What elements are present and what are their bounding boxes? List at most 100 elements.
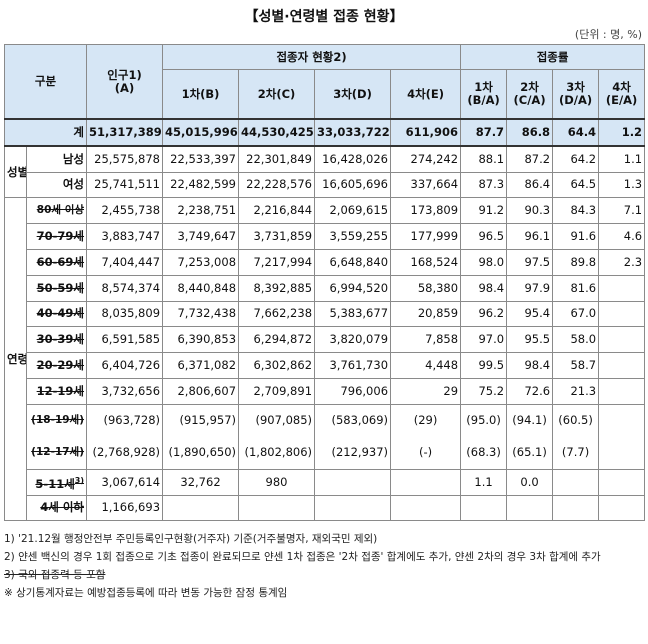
row-label: 40-49세	[25, 300, 88, 328]
header-vaccinated-group: 접종자 현황2)	[162, 44, 462, 70]
cell-rate4	[598, 436, 646, 470]
cell-dose2: 980	[238, 468, 316, 496]
cell-rate4: 4.6	[598, 223, 646, 250]
cell-rate4	[598, 352, 646, 379]
cell-population: 25,575,878	[86, 145, 164, 173]
cell-dose1: 8,440,848	[162, 274, 240, 302]
unit-label: (단위 : 명, %)	[574, 28, 642, 41]
cell-rate3: 84.3	[552, 197, 600, 225]
row-label: 70-79세	[25, 223, 88, 250]
row-label: 80세 이상	[25, 197, 88, 225]
cell-dose4: 4,448	[390, 352, 462, 379]
footnotes: 1) '21.12월 행정안전부 주민등록인구현황(거주자) 기준(거주불명자,…	[4, 530, 644, 602]
cell-rate1: 91.2	[460, 197, 508, 225]
cell-population: (2,768,928)	[86, 436, 164, 470]
cell-dose1: 7,732,438	[162, 300, 240, 328]
header-dose3: 3차(D)	[314, 69, 392, 120]
cell-dose2: 3,731,859	[238, 223, 316, 250]
cell-dose4: 168,524	[390, 248, 462, 276]
cell-dose1: 45,015,996	[162, 118, 240, 147]
row-label: (18-19세)	[25, 403, 88, 437]
cell-dose2: 8,392,885	[238, 274, 316, 302]
cell-dose3: 16,428,026	[314, 145, 392, 173]
row-label: (12-17세)	[25, 436, 88, 470]
cell-rate1: (95.0)	[460, 403, 508, 437]
cell-dose3: 16,605,696	[314, 171, 392, 199]
table-row-female: 여성 25,741,511 22,482,599 22,228,576 16,6…	[5, 171, 646, 199]
cell-population: 7,404,447	[86, 248, 164, 276]
row-label: 계	[3, 118, 88, 147]
cell-rate1: 1.1	[460, 468, 508, 496]
cell-population: (963,728)	[86, 403, 164, 437]
footnote-4: ※ 상기통계자료는 예방접종등록에 따라 변동 가능한 잠정 통계임	[4, 587, 288, 599]
cell-dose3: 3,559,255	[314, 223, 392, 250]
cell-dose3: 2,069,615	[314, 197, 392, 225]
cell-dose3: (583,069)	[314, 403, 392, 437]
cell-rate3	[552, 494, 600, 522]
cell-rate2	[506, 494, 554, 522]
cell-dose1: 3,749,647	[162, 223, 240, 250]
cell-rate2: 90.3	[506, 197, 554, 225]
cell-population: 2,455,738	[86, 197, 164, 225]
cell-dose3: 6,648,840	[314, 248, 392, 276]
table-row-age-12-17: (12-17세) (2,768,928) (1,890,650) (1,802,…	[5, 436, 646, 470]
cell-rate1: 97.0	[460, 326, 508, 354]
cell-dose2	[238, 494, 316, 522]
table-row-age-20: 20-29세 6,404,726 6,371,082 6,302,862 3,7…	[5, 352, 646, 379]
cell-dose1: 22,533,397	[162, 145, 240, 173]
table-row-total: 계 51,317,389 45,015,996 44,530,425 33,03…	[3, 118, 646, 147]
cell-dose4: 20,859	[390, 300, 462, 328]
cell-dose4: 611,906	[390, 118, 462, 147]
cell-rate3: 21.3	[552, 377, 600, 405]
cell-dose1	[162, 494, 240, 522]
group-label-age: 연령	[4, 197, 27, 522]
row-label: 여성	[25, 171, 88, 199]
row-label: 4세 이하	[25, 494, 88, 522]
cell-dose4: (-)	[390, 436, 462, 470]
header-population: 인구1) (A)	[86, 44, 164, 120]
cell-rate1: (68.3)	[460, 436, 508, 470]
cell-dose1: (1,890,650)	[162, 436, 240, 470]
cell-population: 8,574,374	[86, 274, 164, 302]
cell-rate4: 1.2	[598, 118, 646, 147]
footnote-3: 3) 국외 접종력 등 포함	[4, 569, 106, 581]
cell-population: 6,404,726	[86, 352, 164, 379]
cell-dose3: 6,994,520	[314, 274, 392, 302]
table-row-age-40: 40-49세 8,035,809 7,732,438 7,662,238 5,3…	[5, 300, 646, 328]
cell-dose4: 58,380	[390, 274, 462, 302]
cell-rate3: (60.5)	[552, 403, 600, 437]
cell-dose4: 337,664	[390, 171, 462, 199]
table-row-male: 성별 남성 25,575,878 22,533,397 22,301,849 1…	[4, 145, 646, 199]
header-dose2: 2차(C)	[238, 69, 316, 120]
header-dose4: 4차(E)	[390, 69, 462, 120]
cell-dose2: (907,085)	[238, 403, 316, 437]
cell-dose1: (915,957)	[162, 403, 240, 437]
header-rate-group: 접종률	[460, 44, 646, 70]
footnote-1: 1) '21.12월 행정안전부 주민등록인구현황(거주자) 기준(거주불명자,…	[4, 533, 378, 545]
cell-rate4	[598, 274, 646, 302]
cell-rate1: 96.5	[460, 223, 508, 250]
cell-dose2: 6,294,872	[238, 326, 316, 354]
cell-rate2: 96.1	[506, 223, 554, 250]
cell-population: 25,741,511	[86, 171, 164, 199]
cell-population: 3,067,614	[86, 468, 164, 496]
cell-dose4	[390, 494, 462, 522]
footnote-2: 2) 얀센 백신의 경우 1회 접종으로 기초 접종이 완료되므로 얀센 1차 …	[4, 551, 601, 563]
row-label: 60-69세	[25, 248, 88, 276]
cell-dose1: 7,253,008	[162, 248, 240, 276]
header-rate4: 4차 (E/A)	[598, 69, 646, 120]
cell-rate3: 81.6	[552, 274, 600, 302]
cell-rate3	[552, 468, 600, 496]
cell-dose2: 6,302,862	[238, 352, 316, 379]
cell-dose4	[390, 468, 462, 496]
cell-dose2: 22,228,576	[238, 171, 316, 199]
cell-rate4	[598, 300, 646, 328]
cell-rate2: 97.5	[506, 248, 554, 276]
cell-dose1: 2,806,607	[162, 377, 240, 405]
cell-dose2: 44,530,425	[238, 118, 316, 147]
cell-rate4: 7.1	[598, 197, 646, 225]
table-row-age-70: 70-79세 3,883,747 3,749,647 3,731,859 3,5…	[5, 223, 646, 250]
cell-rate3: 67.0	[552, 300, 600, 328]
cell-population: 1,166,693	[86, 494, 164, 522]
header-rate1: 1차 (B/A)	[460, 69, 508, 120]
